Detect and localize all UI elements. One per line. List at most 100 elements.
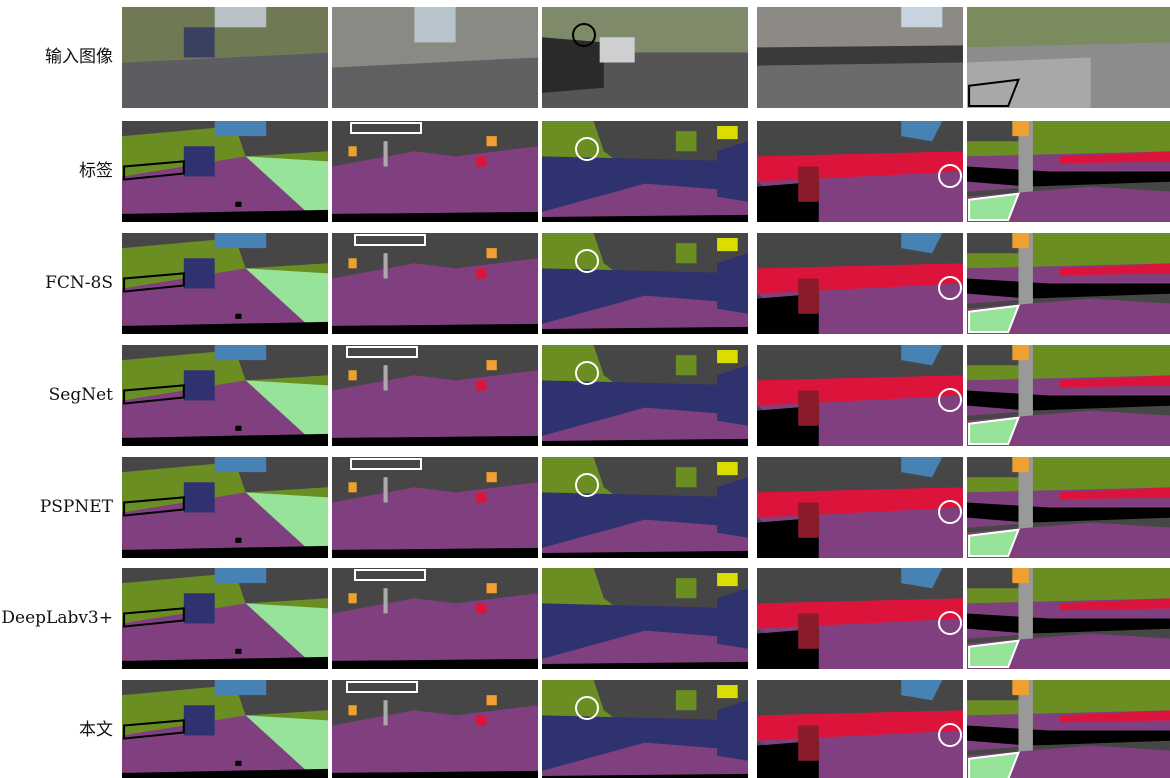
image-cell bbox=[542, 680, 748, 778]
image-region bbox=[967, 7, 1170, 47]
image-region bbox=[476, 268, 486, 278]
image-cell bbox=[967, 568, 1170, 669]
image-region bbox=[184, 482, 215, 512]
image-cell bbox=[757, 121, 963, 222]
image-region bbox=[235, 314, 241, 319]
image-cell bbox=[967, 7, 1170, 108]
image-region bbox=[676, 131, 697, 151]
image-cell bbox=[122, 568, 328, 669]
image-region bbox=[717, 126, 738, 139]
image-region bbox=[1012, 121, 1028, 136]
image-region bbox=[184, 593, 215, 623]
image-region bbox=[487, 136, 497, 146]
image-region bbox=[184, 370, 215, 400]
image-cell bbox=[967, 457, 1170, 558]
image-region bbox=[476, 492, 486, 502]
image-cell bbox=[122, 7, 328, 108]
image-cell bbox=[967, 680, 1170, 778]
image-region bbox=[215, 121, 267, 136]
image-region bbox=[757, 45, 963, 65]
image-cell bbox=[757, 457, 963, 558]
image-cell bbox=[542, 457, 748, 558]
row-label: 标签 bbox=[79, 161, 113, 181]
image-region bbox=[676, 243, 697, 263]
image-region bbox=[348, 370, 356, 380]
image-region bbox=[717, 477, 748, 538]
row-label: PSPNET bbox=[40, 497, 114, 517]
image-region bbox=[414, 7, 455, 42]
image-region bbox=[717, 238, 738, 251]
image-region bbox=[384, 141, 388, 166]
image-region bbox=[384, 588, 388, 613]
image-cell bbox=[967, 233, 1170, 334]
image-cell bbox=[332, 233, 538, 334]
image-region bbox=[184, 146, 215, 176]
image-region bbox=[798, 613, 819, 648]
image-region bbox=[384, 477, 388, 502]
image-region bbox=[967, 58, 1091, 109]
image-region bbox=[384, 365, 388, 390]
image-region bbox=[600, 37, 635, 62]
image-region bbox=[798, 725, 819, 760]
image-cell bbox=[967, 345, 1170, 446]
image-region bbox=[717, 700, 748, 761]
image-cell bbox=[332, 121, 538, 222]
image-region bbox=[384, 253, 388, 278]
image-region bbox=[215, 680, 267, 695]
image-region bbox=[717, 350, 738, 363]
image-region bbox=[384, 700, 388, 725]
image-region bbox=[717, 253, 748, 314]
image-region bbox=[215, 345, 267, 360]
image-cell bbox=[332, 457, 538, 558]
image-region bbox=[1012, 233, 1028, 248]
row-label: DeepLabv3+ bbox=[1, 608, 113, 628]
image-cell bbox=[757, 7, 963, 108]
image-region bbox=[348, 258, 356, 268]
image-region bbox=[348, 482, 356, 492]
image-region bbox=[717, 685, 738, 698]
image-region bbox=[235, 761, 241, 766]
image-cell bbox=[542, 121, 748, 222]
image-cell bbox=[757, 233, 963, 334]
image-region bbox=[1012, 457, 1028, 472]
row-label: 输入图像 bbox=[45, 47, 113, 67]
image-region bbox=[798, 166, 819, 201]
image-region bbox=[676, 355, 697, 375]
image-region bbox=[717, 588, 748, 649]
image-region bbox=[348, 593, 356, 603]
image-cell bbox=[332, 680, 538, 778]
image-region bbox=[487, 695, 497, 705]
figure: 输入图像标签 FCN-8S SegNet PSPNET DeepLabv3+ 本文 bbox=[0, 0, 1170, 778]
image-cell bbox=[542, 233, 748, 334]
image-region bbox=[542, 37, 604, 93]
image-region bbox=[798, 278, 819, 313]
image-cell bbox=[967, 121, 1170, 222]
image-cell bbox=[122, 121, 328, 222]
image-region bbox=[717, 462, 738, 475]
image-cell bbox=[122, 680, 328, 778]
image-region bbox=[1012, 345, 1028, 360]
image-region bbox=[676, 690, 697, 710]
image-cell bbox=[542, 568, 748, 669]
image-cell bbox=[122, 345, 328, 446]
image-region bbox=[1012, 568, 1028, 583]
image-region bbox=[184, 27, 215, 57]
row-label: SegNet bbox=[49, 385, 114, 405]
image-region bbox=[901, 7, 942, 27]
image-region bbox=[215, 233, 267, 248]
image-region bbox=[235, 649, 241, 654]
image-cell bbox=[332, 7, 538, 108]
image-cell bbox=[542, 7, 748, 108]
row-label: FCN-8S bbox=[45, 273, 113, 293]
image-region bbox=[215, 568, 267, 583]
image-cell bbox=[757, 345, 963, 446]
image-region bbox=[487, 248, 497, 258]
image-region bbox=[717, 573, 738, 586]
row-label: 本文 bbox=[79, 720, 113, 740]
image-cell bbox=[332, 568, 538, 669]
image-region bbox=[798, 502, 819, 537]
image-region bbox=[348, 146, 356, 156]
image-region bbox=[184, 258, 215, 288]
image-region bbox=[235, 538, 241, 543]
image-region bbox=[476, 156, 486, 166]
